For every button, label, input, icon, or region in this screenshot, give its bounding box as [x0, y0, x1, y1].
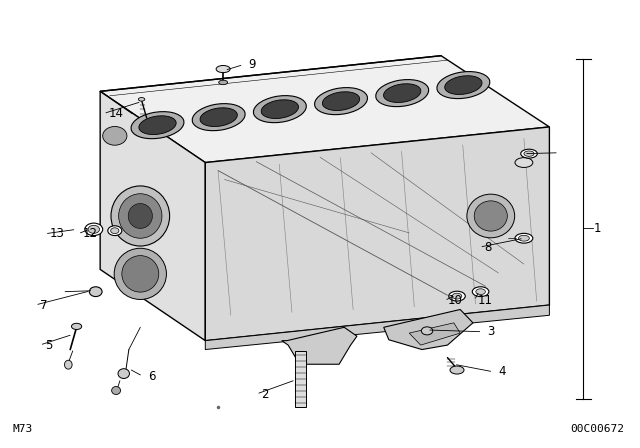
Ellipse shape	[138, 98, 145, 101]
Polygon shape	[282, 327, 357, 364]
Text: 2: 2	[261, 388, 269, 401]
Ellipse shape	[445, 76, 482, 95]
Ellipse shape	[90, 287, 102, 297]
Ellipse shape	[383, 84, 421, 103]
Text: 7: 7	[40, 298, 47, 311]
Ellipse shape	[114, 248, 166, 299]
Polygon shape	[100, 56, 549, 163]
Polygon shape	[205, 127, 549, 340]
Ellipse shape	[472, 287, 489, 297]
Ellipse shape	[437, 72, 490, 99]
Ellipse shape	[452, 293, 462, 299]
Ellipse shape	[476, 289, 485, 295]
Polygon shape	[409, 323, 460, 345]
Ellipse shape	[111, 228, 119, 233]
Ellipse shape	[315, 88, 367, 115]
Text: 12: 12	[83, 227, 98, 240]
Ellipse shape	[521, 149, 538, 158]
Text: 13: 13	[49, 227, 64, 240]
Text: 4: 4	[499, 365, 506, 378]
Ellipse shape	[323, 92, 360, 111]
Ellipse shape	[118, 194, 162, 238]
Ellipse shape	[102, 126, 127, 145]
Text: 1: 1	[594, 222, 602, 235]
Text: 3: 3	[487, 325, 494, 338]
Ellipse shape	[219, 80, 228, 85]
Ellipse shape	[118, 369, 129, 379]
Ellipse shape	[122, 256, 159, 292]
Ellipse shape	[88, 225, 100, 233]
Ellipse shape	[376, 80, 429, 107]
Ellipse shape	[524, 151, 534, 156]
Ellipse shape	[474, 201, 508, 231]
Ellipse shape	[216, 65, 230, 73]
Ellipse shape	[72, 323, 82, 330]
Ellipse shape	[253, 95, 307, 123]
Text: 8: 8	[484, 241, 492, 254]
Polygon shape	[384, 310, 473, 349]
Text: M73: M73	[13, 424, 33, 434]
Ellipse shape	[515, 158, 533, 168]
Text: 5: 5	[45, 339, 52, 352]
Ellipse shape	[65, 360, 72, 369]
Ellipse shape	[200, 108, 237, 126]
Ellipse shape	[450, 366, 464, 374]
Text: 6: 6	[148, 370, 156, 383]
Ellipse shape	[85, 223, 102, 236]
Ellipse shape	[131, 112, 184, 139]
Ellipse shape	[111, 387, 120, 395]
Ellipse shape	[139, 116, 176, 134]
Ellipse shape	[192, 103, 245, 131]
Ellipse shape	[515, 233, 533, 243]
Ellipse shape	[449, 291, 465, 301]
Ellipse shape	[467, 194, 515, 238]
Ellipse shape	[128, 203, 152, 228]
Ellipse shape	[261, 100, 298, 119]
Polygon shape	[205, 305, 549, 349]
Text: 10: 10	[447, 294, 462, 307]
Text: 14: 14	[108, 107, 124, 120]
Ellipse shape	[111, 186, 170, 246]
Text: 00C00672: 00C00672	[571, 424, 625, 434]
Text: 9: 9	[248, 58, 256, 71]
Ellipse shape	[421, 327, 433, 335]
Text: 11: 11	[478, 294, 493, 307]
Ellipse shape	[518, 235, 529, 241]
Polygon shape	[100, 91, 205, 340]
Ellipse shape	[108, 226, 122, 236]
Polygon shape	[294, 351, 306, 407]
